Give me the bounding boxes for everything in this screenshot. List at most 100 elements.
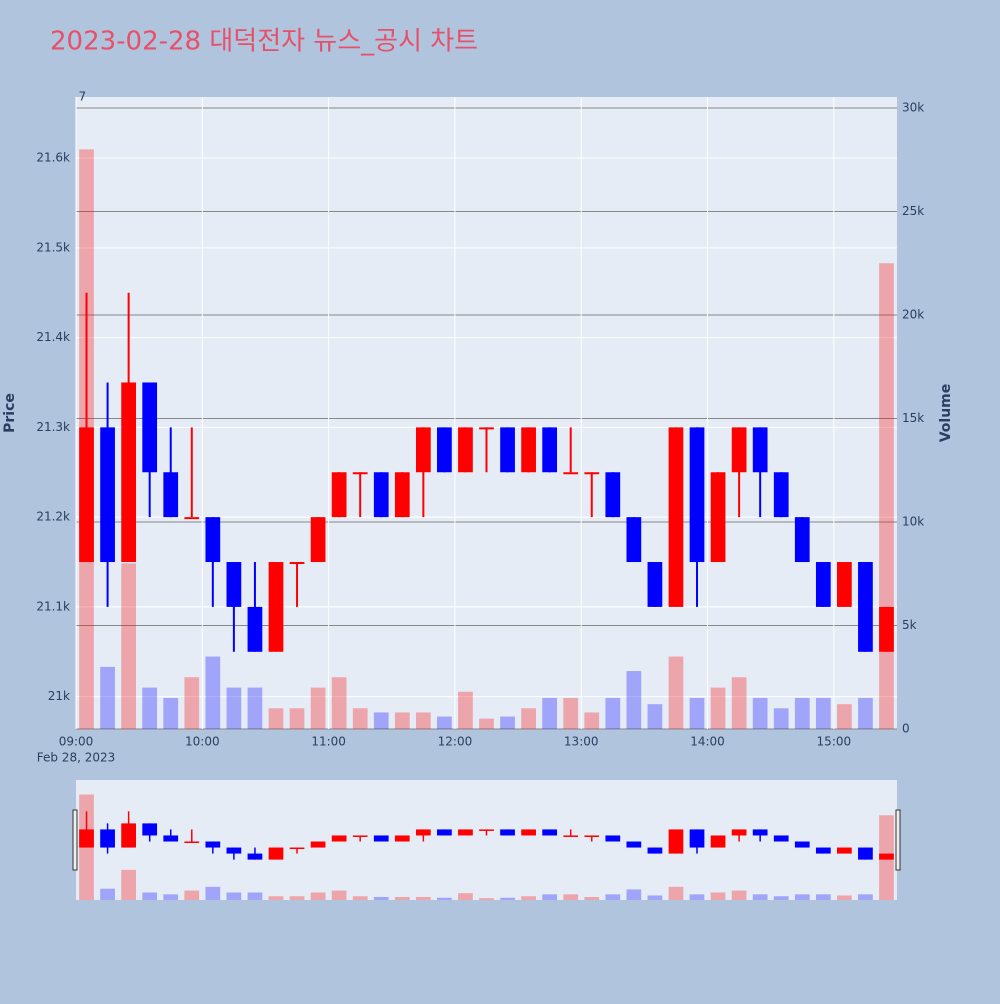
- slider-candle: [584, 835, 600, 837]
- slider-volume: [773, 896, 789, 900]
- candle-body: [605, 472, 621, 518]
- volume-bar: [815, 697, 831, 729]
- candle-body: [794, 517, 810, 563]
- slider-candle: [500, 829, 515, 836]
- slider-candle: [205, 841, 221, 848]
- candle-body: [121, 382, 136, 563]
- slider-candle: [163, 835, 179, 842]
- slider-candle: [837, 847, 852, 854]
- slider-candle: [373, 835, 389, 842]
- slider-volume: [837, 895, 852, 900]
- slider-candle: [668, 829, 684, 854]
- candle-body: [563, 472, 579, 475]
- y2-tick-label: 0: [902, 722, 910, 736]
- x-tick-label: 10:00: [185, 735, 220, 749]
- y2-tick-label: 30k: [902, 100, 924, 114]
- candle-body: [437, 427, 452, 473]
- candle-body: [731, 427, 747, 473]
- candle-body: [79, 427, 94, 563]
- volume-bar: [226, 687, 242, 729]
- y-tick-label: 21.3k: [36, 420, 70, 434]
- volume-bar: [352, 708, 368, 729]
- candle-body: [479, 427, 494, 430]
- volume-bar: [142, 687, 158, 729]
- candle-body: [205, 517, 221, 563]
- y-axis-title: Price: [2, 393, 18, 433]
- slider-candle: [268, 847, 284, 860]
- slider-volume: [605, 894, 621, 900]
- slider-volume: [752, 894, 768, 900]
- candle-body: [268, 562, 284, 652]
- slider-candle: [437, 829, 452, 836]
- x-tick-label: 15:00: [817, 735, 852, 749]
- volume-bar: [415, 712, 431, 729]
- slider-candle: [731, 829, 747, 836]
- annotation: 7: [78, 90, 86, 104]
- slider-volume: [689, 894, 705, 900]
- y-tick-label: 21.1k: [36, 599, 70, 613]
- candle-body: [226, 562, 242, 607]
- slider-candle: [247, 853, 263, 860]
- candle-body: [773, 472, 789, 518]
- slider-volume: [163, 894, 179, 900]
- volume-bar: [163, 697, 179, 729]
- candle-body: [542, 427, 558, 473]
- slider-volume: [184, 890, 200, 900]
- candle-body: [668, 427, 684, 607]
- slider-candle: [773, 835, 789, 842]
- slider-candle: [626, 841, 642, 848]
- slider-candle: [752, 829, 768, 836]
- slider-candle: [521, 829, 536, 836]
- slider-candle: [226, 847, 242, 854]
- slider-candle: [710, 835, 726, 848]
- slider-candle: [879, 853, 894, 860]
- y-tick-label: 21.6k: [36, 151, 70, 165]
- x-tick-label: 13:00: [564, 735, 599, 749]
- volume-bar: [373, 712, 389, 729]
- candle-body: [626, 517, 642, 563]
- slider-candle: [689, 829, 705, 848]
- slider-volume: [668, 886, 684, 900]
- slider-volume: [226, 892, 242, 900]
- slider-candle: [121, 823, 136, 848]
- volume-bar: [710, 687, 726, 729]
- slider-volume: [373, 896, 389, 900]
- y-tick-label: 21.5k: [36, 240, 70, 254]
- slider-volume: [794, 894, 810, 900]
- slider-volume: [584, 896, 600, 900]
- slider-volume: [352, 896, 368, 900]
- slider-volume: [815, 894, 831, 900]
- candle-body: [184, 517, 200, 520]
- slider-volume: [205, 886, 221, 900]
- volume-bar: [394, 712, 410, 729]
- slider-candle: [415, 829, 431, 836]
- slider-handle[interactable]: [72, 809, 78, 871]
- candle-body: [647, 562, 663, 607]
- volume-bar: [626, 671, 642, 729]
- candle-body: [458, 427, 473, 473]
- slider-volume: [437, 897, 452, 900]
- y2-axis-title: Volume: [938, 384, 954, 443]
- volume-bar: [500, 716, 515, 729]
- slider-volume: [100, 888, 115, 900]
- candle-body: [837, 562, 852, 607]
- volume-bar: [310, 687, 326, 729]
- slider-handle[interactable]: [895, 809, 901, 871]
- candle-body: [584, 472, 600, 475]
- candle-body: [815, 562, 831, 607]
- slider-candle: [184, 841, 200, 844]
- slider-volume: [310, 892, 326, 900]
- volume-bar: [858, 697, 873, 729]
- slider-volume: [710, 892, 726, 900]
- candle-body: [310, 517, 326, 563]
- y2-tick-label: 15k: [902, 411, 924, 425]
- slider-volume: [268, 896, 284, 900]
- candle-body: [289, 562, 305, 565]
- volume-bar: [437, 716, 452, 729]
- volume-bar: [837, 704, 852, 729]
- volume-bar: [100, 666, 115, 729]
- volume-bar: [563, 697, 579, 729]
- candle-body: [521, 427, 536, 473]
- volume-bar: [647, 704, 663, 729]
- x-date-label: Feb 28, 2023: [37, 751, 116, 765]
